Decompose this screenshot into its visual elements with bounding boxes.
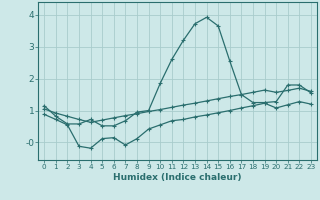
X-axis label: Humidex (Indice chaleur): Humidex (Indice chaleur): [113, 173, 242, 182]
